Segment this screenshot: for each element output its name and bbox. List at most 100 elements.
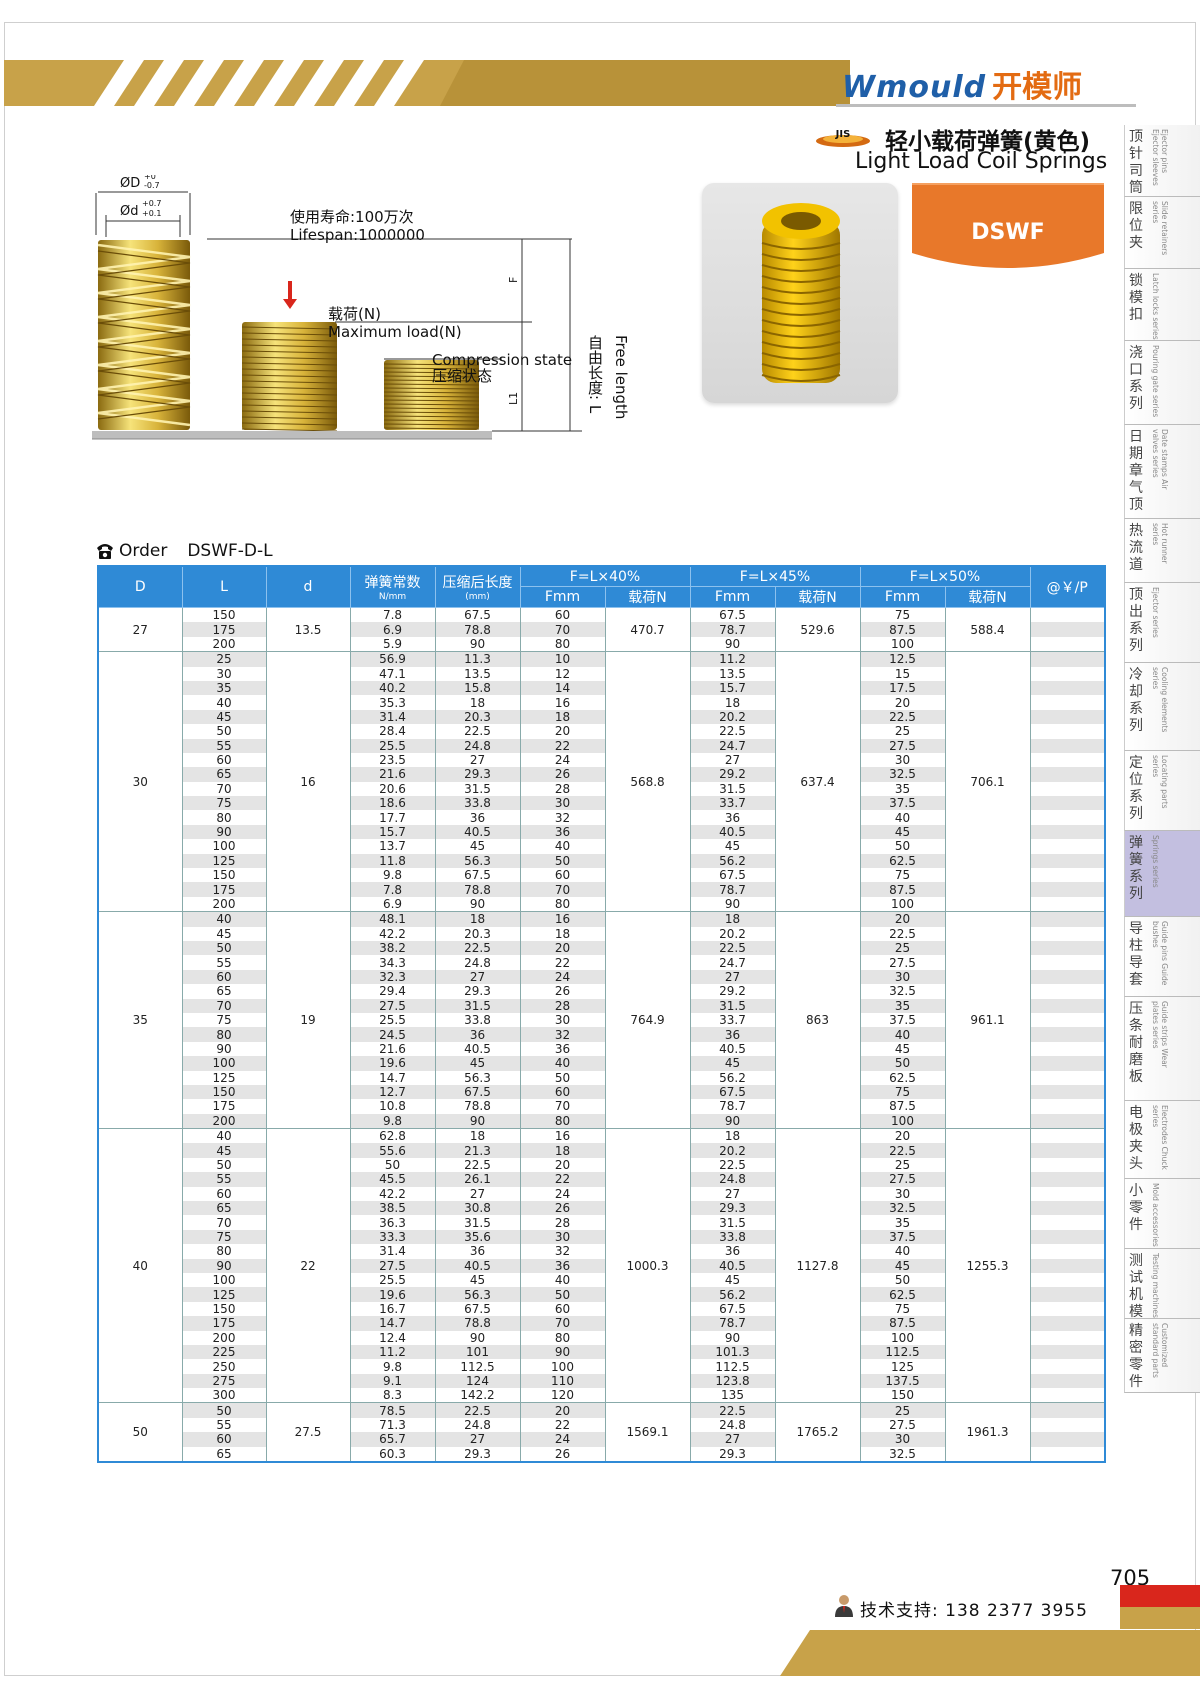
cell-compressed-length: 36 — [434, 1244, 521, 1259]
cell-price — [1029, 781, 1106, 797]
free-spring-graphic — [97, 240, 191, 430]
cell-price — [1029, 1215, 1106, 1230]
cell-fmm-45: 45 — [689, 839, 776, 854]
cell-L: 65 — [181, 984, 267, 999]
cell-fmm-45: 27 — [689, 1432, 776, 1447]
side-tab-0[interactable]: 顶针司筒 Ejector pins Ejector sleeves — [1124, 125, 1200, 197]
table-row: 125 11.8 56.3 50 56.2 62.5 — [98, 853, 1106, 869]
cell-spring-constant: 6.9 — [349, 896, 436, 913]
jis-badge-icon: JIS — [816, 129, 870, 147]
table-row: 100 19.6 45 40 45 50 — [98, 1056, 1106, 1071]
cell-D: 30 — [97, 651, 183, 913]
cell-L: 45 — [181, 926, 267, 941]
cell-compressed-length: 90 — [434, 896, 521, 913]
cell-fmm-40: 50 — [519, 1287, 606, 1302]
cell-fmm-50: 100 — [859, 1113, 946, 1130]
cell-spring-constant: 27.5 — [349, 1258, 436, 1273]
cell-compressed-length: 29.3 — [434, 984, 521, 999]
cell-d: 19 — [265, 911, 351, 1130]
cell-L: 50 — [181, 940, 267, 956]
cell-price — [1029, 1388, 1106, 1404]
cell-fmm-50: 25 — [859, 1157, 946, 1173]
side-tab-4[interactable]: 日期章气顶 Date stamps Air valves series — [1124, 425, 1200, 519]
cell-fmm-50: 100 — [859, 896, 946, 913]
col-header-load-45: 载荷N — [774, 586, 861, 608]
cell-fmm-50: 35 — [859, 781, 946, 797]
side-tab-5[interactable]: 热流道 Hot runner series — [1124, 519, 1200, 583]
cell-fmm-40: 20 — [519, 724, 606, 739]
cell-L: 70 — [181, 998, 267, 1013]
cell-compressed-length: 27 — [434, 1432, 521, 1447]
cell-spring-constant: 50 — [349, 1157, 436, 1173]
side-tab-label-cn: 压条耐磨板 — [1129, 1001, 1143, 1085]
cell-price — [1029, 1056, 1106, 1071]
cell-spring-constant: 71.3 — [349, 1417, 436, 1433]
cell-spring-constant: 65.7 — [349, 1432, 436, 1447]
cell-fmm-45: 31.5 — [689, 1215, 776, 1230]
table-row: 35 40.2 15.8 14 15.7 17.5 — [98, 680, 1106, 696]
cell-L: 60 — [181, 1432, 267, 1447]
cell-fmm-45: 20.2 — [689, 709, 776, 725]
cell-compressed-length: 20.3 — [434, 709, 521, 725]
cell-load-40: 470.7 — [604, 607, 691, 653]
cell-fmm-45: 67.5 — [689, 1301, 776, 1317]
table-row: 75 18.6 33.8 30 33.7 37.5 — [98, 796, 1106, 811]
table-row: 65 29.4 29.3 26 29.2 32.5 — [98, 984, 1106, 999]
side-tab-8[interactable]: 定位系列 Locating parts series — [1124, 751, 1200, 831]
col-group-40: F=L×40% — [519, 565, 691, 587]
cell-fmm-50: 32.5 — [859, 767, 946, 782]
cell-fmm-50: 40 — [859, 1027, 946, 1042]
cell-fmm-50: 75 — [859, 607, 946, 623]
side-tab-3[interactable]: 浇口系列 Pouring gate series — [1124, 341, 1200, 425]
side-tab-9[interactable]: 弹簧系列 Springs series — [1124, 831, 1200, 917]
cell-fmm-45: 101.3 — [689, 1344, 776, 1360]
cell-fmm-40: 32 — [519, 1244, 606, 1259]
cell-fmm-40: 28 — [519, 1215, 606, 1230]
table-row: 225 11.2 101 90 101.3 112.5 — [98, 1344, 1106, 1360]
cell-spring-constant: 21.6 — [349, 1041, 436, 1057]
cell-spring-constant: 17.7 — [349, 810, 436, 825]
table-row: 125 14.7 56.3 50 56.2 62.5 — [98, 1070, 1106, 1085]
cell-compressed-length: 35.6 — [434, 1229, 521, 1245]
side-tab-14[interactable]: 测试机模具钢Testing machines — [1124, 1249, 1200, 1354]
cell-fmm-45: 29.3 — [689, 1201, 776, 1216]
cell-fmm-50: 75 — [859, 1301, 946, 1317]
cell-fmm-40: 22 — [519, 1417, 606, 1433]
cell-fmm-50: 27.5 — [859, 738, 946, 753]
side-tab-11[interactable]: 压条耐磨板 Guide strips Wear plates series — [1124, 997, 1200, 1101]
cell-spring-constant: 12.7 — [349, 1084, 436, 1100]
side-tab-10[interactable]: 导柱导套 Guide pins Guide bushes — [1124, 917, 1200, 997]
cell-price — [1029, 1287, 1106, 1302]
side-tab-6[interactable]: 顶出系列 Ejector series — [1124, 583, 1200, 663]
cell-fmm-50: 27.5 — [859, 1172, 946, 1187]
inner-tol-bottom: +0.1 — [142, 209, 161, 218]
col-header-load-50: 载荷N — [944, 586, 1031, 608]
cell-fmm-40: 90 — [519, 1344, 606, 1360]
cell-fmm-50: 22.5 — [859, 1143, 946, 1158]
cell-fmm-50: 35 — [859, 1215, 946, 1230]
free-length-cn: 自由长度: L — [586, 335, 604, 414]
cell-L: 125 — [181, 1287, 267, 1302]
spring-constant-unit: N/mm — [378, 592, 407, 602]
cell-compressed-length: 31.5 — [434, 781, 521, 797]
cell-fmm-45: 67.5 — [689, 607, 776, 623]
cell-fmm-45: 56.2 — [689, 1287, 776, 1302]
cell-spring-constant: 23.5 — [349, 752, 436, 768]
table-row: 300 8.3 142.2 120 135 150 — [98, 1388, 1106, 1404]
col-header-load-40: 载荷N — [604, 586, 691, 608]
cell-compressed-length: 27 — [434, 1186, 521, 1202]
cell-spring-constant: 24.5 — [349, 1027, 436, 1042]
cell-L: 50 — [181, 1157, 267, 1173]
cell-L: 55 — [181, 1172, 267, 1187]
cell-fmm-50: 137.5 — [859, 1373, 946, 1389]
cell-load-45: 1765.2 — [774, 1402, 861, 1463]
cell-compressed-length: 142.2 — [434, 1388, 521, 1404]
side-tab-1[interactable]: 限位夹 Slide retainers series — [1124, 197, 1200, 269]
cell-fmm-50: 37.5 — [859, 1229, 946, 1245]
side-tab-7[interactable]: 冷却系列 Cooling elements series — [1124, 663, 1200, 751]
side-tab-2[interactable]: 锁模扣 Latch locks series — [1124, 269, 1200, 341]
side-tab-12[interactable]: 电极夹头 Electrodes Chuck series — [1124, 1101, 1200, 1179]
side-tab-15[interactable]: 精密零件 Customized standard parts — [1124, 1319, 1200, 1393]
table-row: 40 40 22 62.8 18 16 1000.3 18 1127.8 20 1255.3 — [97, 1128, 1106, 1404]
side-tab-13[interactable]: 小零件 Mold accessories — [1124, 1179, 1200, 1249]
